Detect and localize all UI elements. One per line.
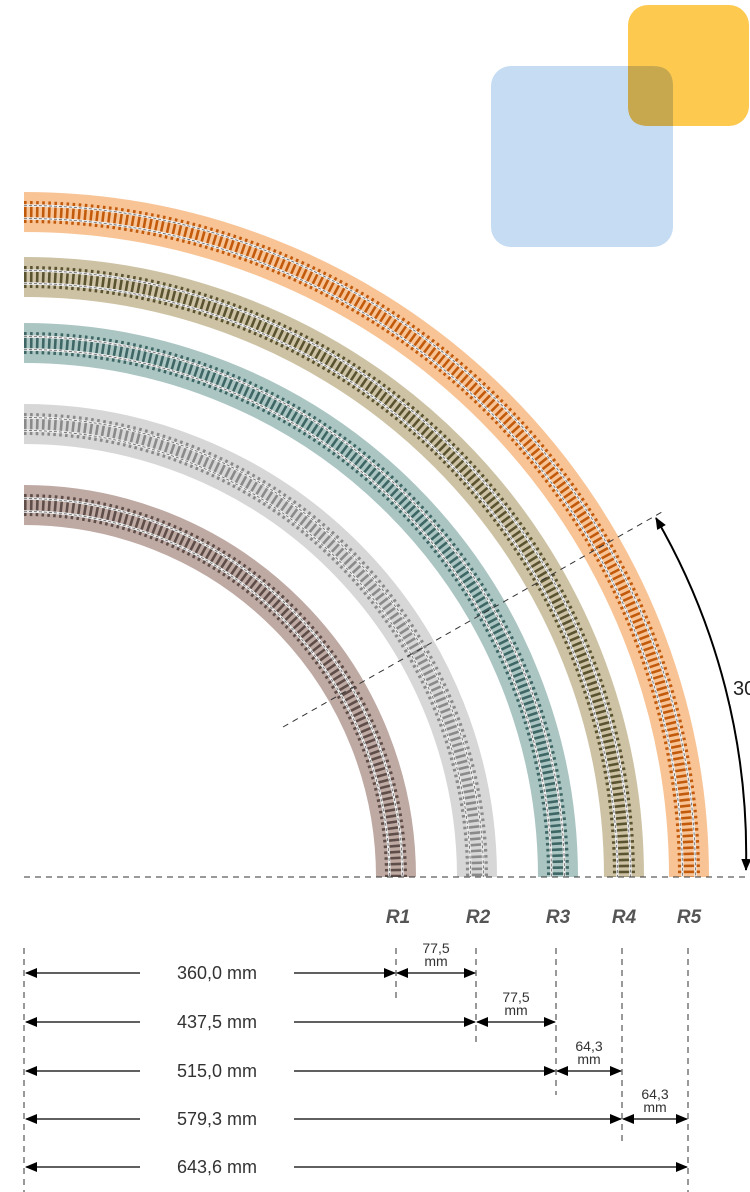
- track-ballast: [23, 485, 416, 878]
- track-r1: [23, 485, 416, 878]
- gap-dimension: 77,5mm: [396, 940, 476, 978]
- radius-dimensions: 360,0 mm 437,5 mm 515,0 mm 579,3 mm 643,6 mm: [23, 948, 689, 1192]
- gap-unit: mm: [643, 1099, 666, 1115]
- track-r5: [23, 192, 709, 878]
- radius-value: 579,3 mm: [177, 1109, 257, 1129]
- track-rail-detail: [23, 270, 631, 878]
- track-sleepers: [23, 413, 488, 878]
- angle-arrow: [655, 517, 750, 871]
- gap-dimension: 64,3mm: [622, 1086, 688, 1124]
- track-r2: [23, 404, 497, 878]
- angle-label-bg: [730, 670, 750, 704]
- track-rail-detail: [23, 511, 390, 878]
- radius-dimension-r1: 360,0 mm: [25, 963, 396, 983]
- gap-value: 64,3: [575, 1038, 602, 1054]
- track-rail-detail: [23, 430, 471, 878]
- track-label-r4: R4: [612, 907, 637, 928]
- track-sleepers: [23, 266, 635, 878]
- angle-30-line: [282, 511, 663, 728]
- gap-value: 64,3: [641, 1086, 668, 1102]
- track-label-r1: R1: [386, 907, 410, 928]
- square-overlap: [628, 66, 673, 126]
- radius-value: 643,6 mm: [177, 1157, 257, 1177]
- gap-dimension: 64,3mm: [556, 1038, 622, 1076]
- track-label-r3: R3: [546, 907, 571, 928]
- gap-value: 77,5: [502, 989, 529, 1005]
- track-rail-detail: [23, 417, 484, 878]
- track-sleepers: [23, 332, 569, 878]
- track-r4: [23, 257, 644, 878]
- radius-value: 515,0 mm: [177, 1061, 257, 1081]
- radius-dimension-r5: 643,6 mm: [25, 1157, 688, 1177]
- gap-unit: mm: [424, 953, 447, 969]
- track-r3: [23, 323, 578, 878]
- track-label-r2: R2: [466, 907, 491, 928]
- gap-unit: mm: [504, 1002, 527, 1018]
- track-labels: R1 R2 R3 R4 R5: [386, 907, 702, 928]
- radius-dimension-r2: 437,5 mm: [25, 1012, 476, 1032]
- gap-dimension: 77,5mm: [476, 989, 556, 1027]
- radius-dimension-r4: 579,3 mm: [25, 1109, 622, 1129]
- gap-value: 77,5: [422, 940, 449, 956]
- track-rail-detail: [23, 498, 403, 878]
- track-rail-detail: [23, 336, 565, 878]
- radius-value: 437,5 mm: [177, 1012, 257, 1032]
- blue-square: [491, 66, 673, 247]
- track-rail-detail: [23, 283, 618, 878]
- decorative-squares: [491, 5, 749, 247]
- track-label-r5: R5: [677, 907, 702, 928]
- track-rail-detail: [23, 205, 696, 878]
- track-arcs: [23, 192, 709, 878]
- gap-unit: mm: [577, 1051, 600, 1067]
- track-rail-detail: [23, 349, 552, 878]
- radius-dimension-r3: 515,0 mm: [25, 1061, 556, 1081]
- angle-label: 30°: [733, 678, 750, 700]
- radius-value: 360,0 mm: [177, 963, 257, 983]
